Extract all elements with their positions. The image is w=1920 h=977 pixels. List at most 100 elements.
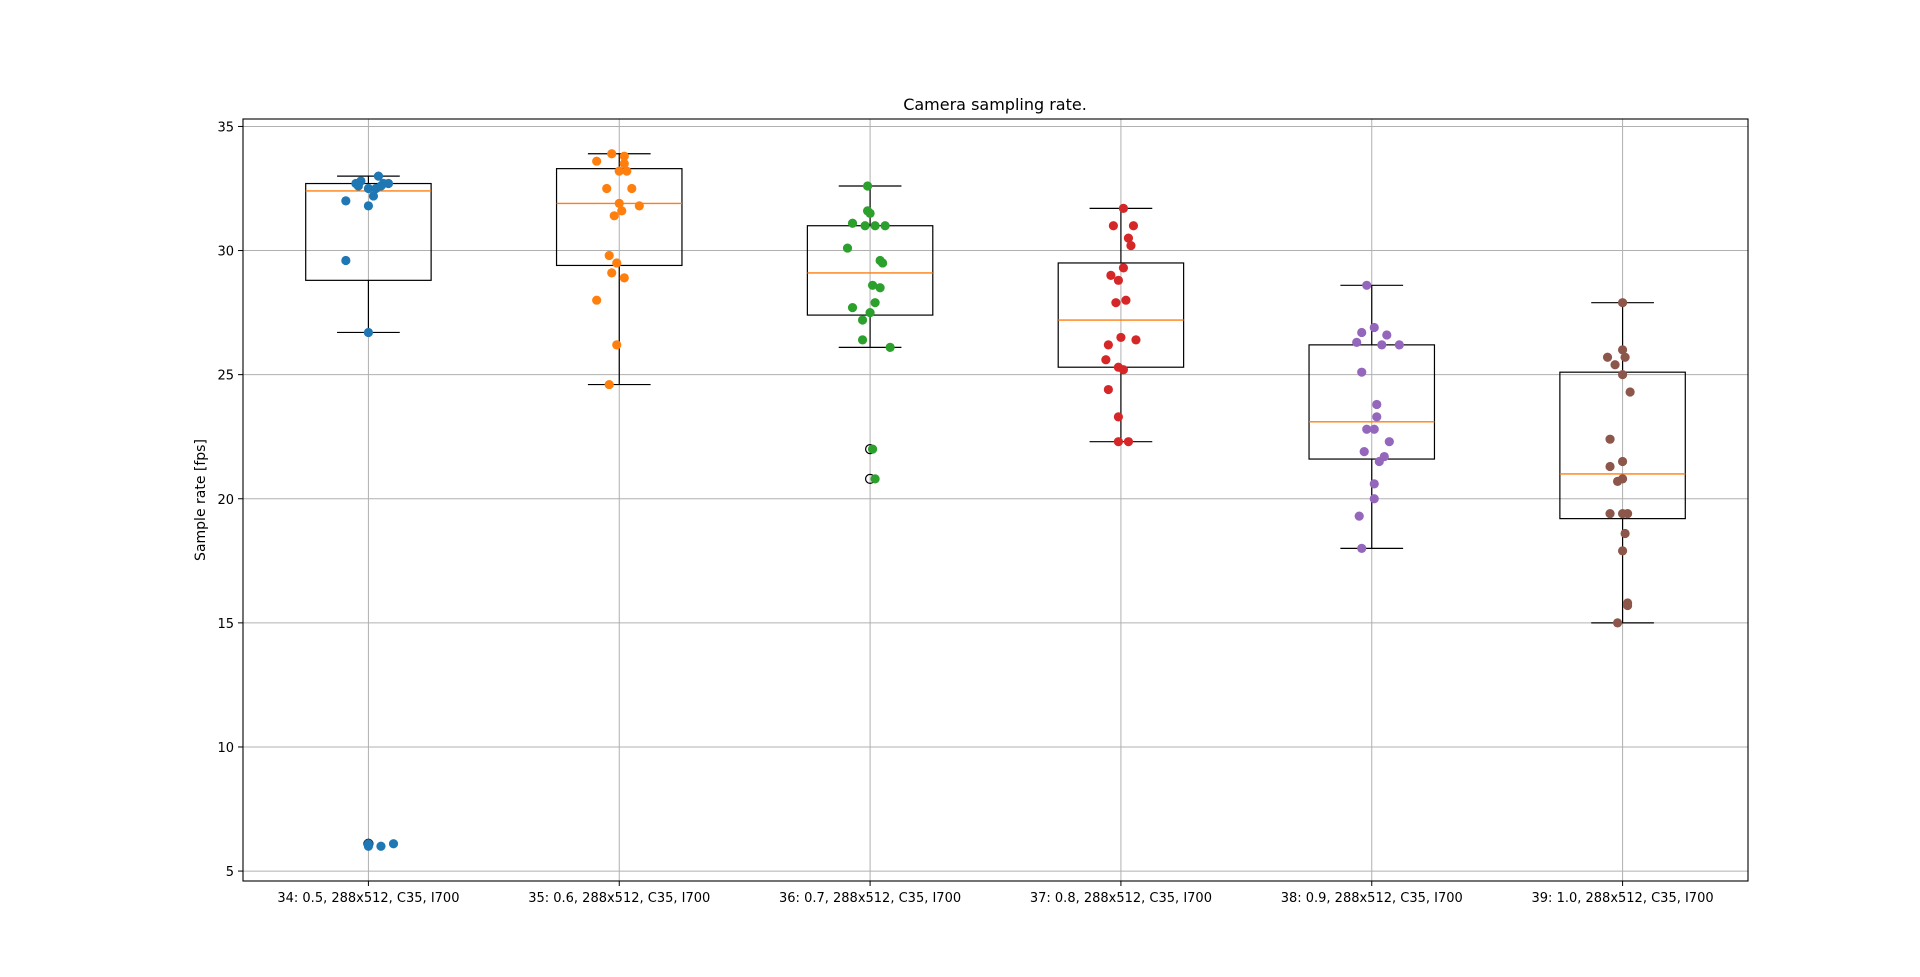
data-point (1605, 461, 1615, 472)
data-point (1113, 437, 1124, 447)
y-tick-label: 25 (217, 369, 234, 384)
data-point (363, 841, 374, 851)
axes-layer: 5 10 15 20 25 30 35 34: 0.5, 288x512, C35, I700… (217, 118, 1749, 906)
data-point (1382, 330, 1392, 340)
data-point (353, 181, 363, 191)
data-point (1372, 399, 1382, 410)
data-point (1602, 352, 1613, 362)
data-point (1620, 352, 1630, 362)
box-iqr (305, 182, 432, 281)
data-point (1605, 509, 1615, 519)
data-point (857, 315, 868, 325)
data-point (880, 221, 890, 231)
x-tick-label: 37: 0.8, 288x512, C35, I700 (1030, 891, 1212, 906)
data-point (607, 149, 617, 159)
y-tick-label: 35 (217, 120, 234, 135)
data-point (865, 208, 875, 218)
data-point (1372, 412, 1382, 422)
data-point (1111, 298, 1121, 308)
data-point (368, 191, 379, 201)
data-point (607, 268, 617, 278)
data-point (1113, 275, 1124, 285)
data-point (1610, 360, 1620, 370)
data-point (1369, 424, 1379, 434)
scatter-points-layer (341, 149, 1635, 851)
chart-title: Camera sampling rate. (903, 95, 1087, 114)
data-point (1118, 263, 1129, 273)
data-point (867, 280, 878, 290)
data-point (1612, 476, 1623, 486)
data-point (862, 181, 873, 191)
data-point (602, 183, 612, 194)
data-point (1118, 203, 1129, 213)
y-tick-label: 30 (217, 245, 234, 260)
grid-lines (243, 119, 1748, 881)
data-point (1625, 387, 1635, 397)
data-point (1357, 367, 1367, 377)
data-point (1369, 322, 1379, 333)
data-point (1354, 511, 1364, 521)
data-point (1369, 494, 1379, 504)
data-point (1103, 384, 1113, 395)
data-point (1362, 424, 1372, 434)
data-point (1605, 434, 1615, 444)
data-point (1617, 546, 1628, 556)
box-layer (305, 153, 1686, 849)
data-point (604, 250, 614, 261)
data-point (857, 335, 868, 345)
data-point (1617, 298, 1628, 308)
data-point (1359, 446, 1369, 457)
data-point (592, 156, 602, 166)
data-point (867, 444, 878, 454)
data-point (376, 181, 386, 191)
y-tick-label: 10 (217, 741, 234, 756)
data-point (1620, 528, 1630, 539)
data-point (627, 183, 637, 194)
data-point (383, 178, 394, 189)
data-point (1123, 437, 1134, 447)
data-point (617, 206, 627, 216)
data-point (847, 218, 858, 228)
data-point (1394, 340, 1404, 350)
y-tick-label: 15 (217, 617, 234, 632)
data-point (1623, 600, 1633, 611)
data-point (1362, 280, 1372, 290)
data-point (388, 839, 399, 849)
data-point (1374, 456, 1384, 467)
x-tick-label: 38: 0.9, 288x512, C35, I700 (1281, 891, 1463, 906)
data-point (609, 211, 619, 221)
data-point (885, 342, 895, 352)
data-point (622, 166, 632, 176)
data-point (1357, 543, 1367, 554)
data-point (1617, 370, 1628, 380)
data-point (634, 201, 644, 211)
data-point (619, 159, 629, 169)
box-iqr (1308, 344, 1436, 460)
data-point (1118, 365, 1129, 375)
data-point (1617, 345, 1628, 355)
data-point (878, 258, 888, 268)
data-point (619, 151, 629, 161)
data-point (1116, 332, 1126, 343)
data-point (1131, 335, 1141, 345)
x-tick-label: 39: 1.0, 288x512, C35, I700 (1532, 891, 1714, 906)
data-point (1612, 618, 1623, 628)
data-point (1617, 456, 1628, 467)
data-point (1108, 221, 1118, 231)
data-point (1623, 509, 1633, 519)
data-point (614, 166, 624, 176)
x-tick-label: 34: 0.5, 288x512, C35, I700 (277, 891, 459, 906)
data-point (1101, 355, 1111, 365)
x-tick-label: 35: 0.6, 288x512, C35, I700 (528, 891, 710, 906)
x-tick-label: 36: 0.7, 288x512, C35, I700 (779, 891, 961, 906)
y-axis-label: Sample rate [fps] (193, 439, 209, 561)
data-point (865, 308, 875, 318)
data-point (1113, 412, 1124, 422)
data-point (870, 474, 880, 484)
data-point (1123, 233, 1134, 243)
data-point (619, 273, 629, 283)
data-point (341, 255, 351, 266)
data-point (870, 298, 880, 308)
data-point (1121, 295, 1131, 305)
